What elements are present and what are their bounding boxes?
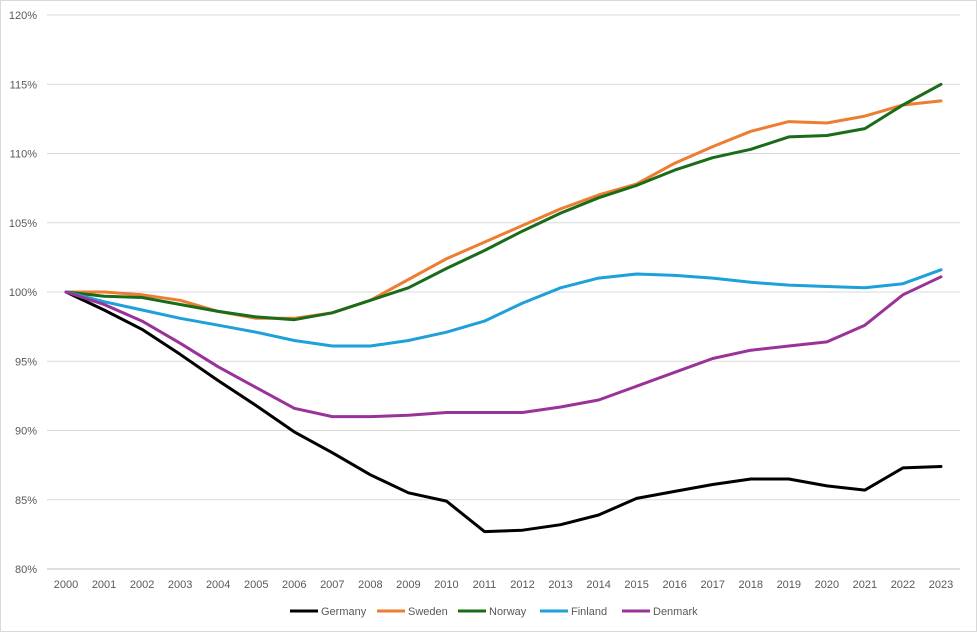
x-tick-label: 2002	[130, 579, 154, 591]
y-tick-label: 100%	[9, 287, 37, 299]
x-tick-label: 2015	[624, 579, 648, 591]
x-tick-label: 2003	[168, 579, 192, 591]
legend-label: Norway	[489, 606, 527, 618]
x-tick-label: 2005	[244, 579, 268, 591]
y-tick-label: 95%	[15, 356, 37, 368]
y-tick-label: 90%	[15, 426, 37, 438]
y-tick-label: 85%	[15, 495, 37, 507]
x-tick-label: 2018	[739, 579, 763, 591]
x-tick-label: 2006	[282, 579, 306, 591]
x-tick-label: 2012	[510, 579, 534, 591]
y-tick-label: 110%	[10, 149, 38, 161]
legend-item-norway: Norway	[458, 606, 527, 618]
x-tick-label: 2008	[358, 579, 382, 591]
legend-label: Sweden	[408, 606, 448, 618]
gridlines	[47, 14, 960, 501]
legend-item-denmark: Denmark	[622, 606, 698, 618]
x-tick-label: 2020	[815, 579, 839, 591]
x-tick-label: 2014	[586, 579, 610, 591]
legend-item-sweden: Sweden	[377, 606, 448, 618]
legend-item-finland: Finland	[540, 606, 607, 618]
series-line-denmark	[64, 275, 943, 419]
x-tick-label: 2017	[700, 579, 724, 591]
x-tick-label: 2013	[548, 579, 572, 591]
x-tick-label: 2007	[320, 579, 344, 591]
y-tick-label: 120%	[9, 10, 37, 22]
series-line-finland	[64, 268, 943, 348]
axes: 80% 85% 90% 95% 100% 105% 110% 115% 120% 2000 2001…	[9, 10, 960, 591]
x-tick-label: 2016	[662, 579, 686, 591]
legend-label: Germany	[321, 606, 367, 618]
series-line-norway	[64, 82, 943, 322]
legend-label: Denmark	[653, 606, 698, 618]
x-tick-label: 2009	[396, 579, 420, 591]
y-tick-label: 115%	[10, 79, 38, 91]
x-tick-label: 2011	[473, 579, 497, 591]
x-tick-label: 2023	[929, 579, 953, 591]
y-tick-label: 80%	[15, 564, 37, 576]
legend-label: Finland	[571, 606, 607, 618]
x-tick-label: 2004	[206, 579, 230, 591]
x-tick-label: 2010	[434, 579, 458, 591]
x-tick-label: 2000	[54, 579, 78, 591]
x-tick-label: 2022	[891, 579, 915, 591]
x-tick-label: 2019	[777, 579, 801, 591]
series-line-germany	[64, 290, 943, 534]
legend: Germany Sweden Norway Finland Denmark	[290, 606, 698, 618]
x-tick-label: 2021	[853, 579, 877, 591]
y-tick-label: 105%	[9, 218, 37, 230]
x-tick-label: 2001	[92, 579, 116, 591]
series-lines	[64, 82, 943, 534]
legend-item-germany: Germany	[290, 606, 367, 618]
